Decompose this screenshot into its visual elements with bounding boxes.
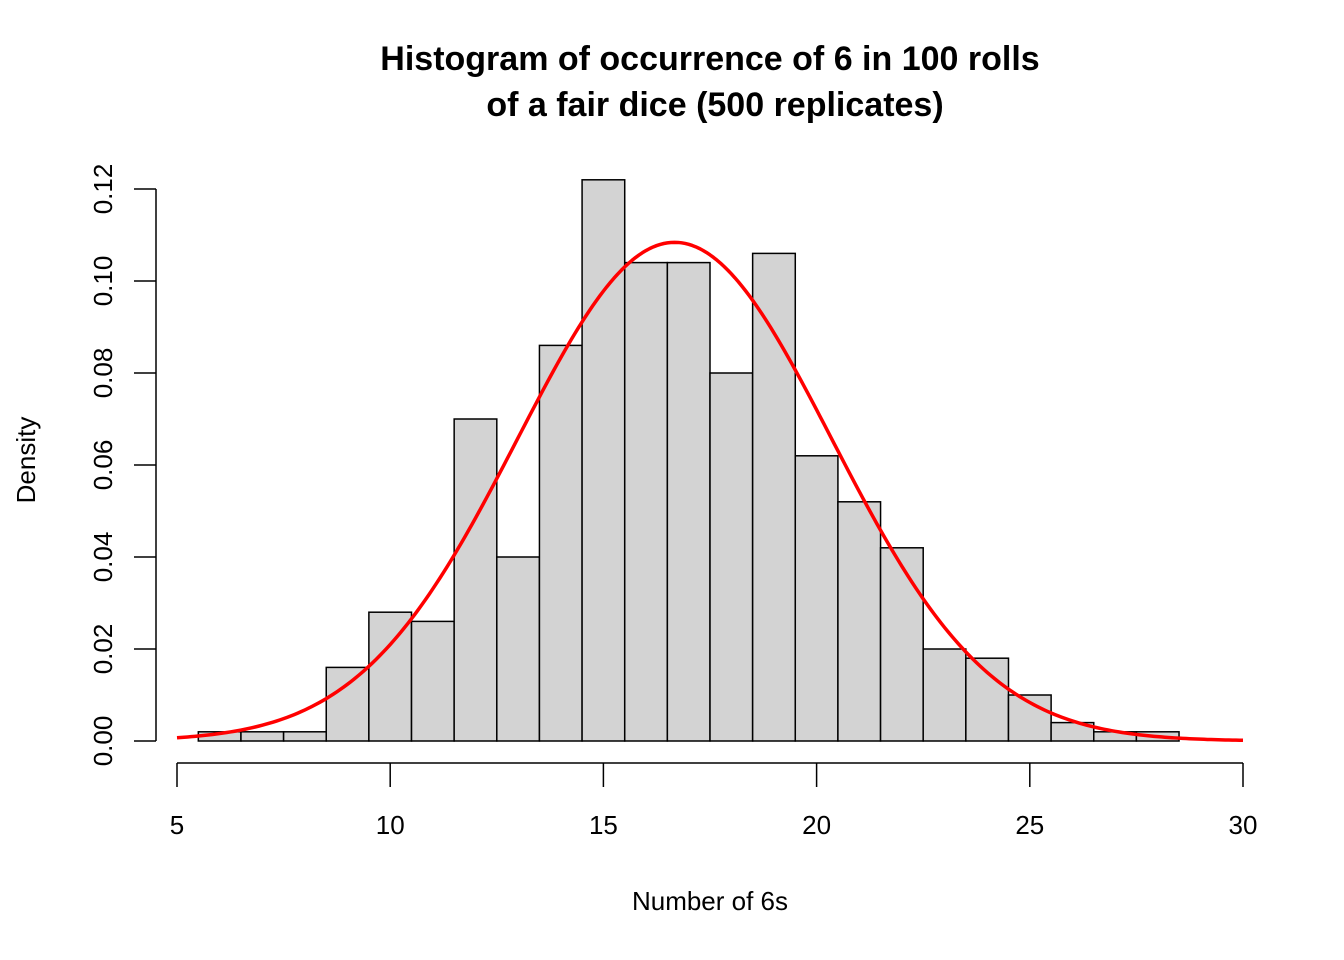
y-tick-label: 0.04 bbox=[88, 532, 118, 583]
y-tick-label: 0.08 bbox=[88, 348, 118, 399]
histogram-bar-4 bbox=[368, 611, 413, 742]
histogram-bar-3 bbox=[325, 666, 370, 742]
chart-title-line2: of a fair dice (500 replicates) bbox=[486, 86, 943, 124]
x-tick-label: 20 bbox=[802, 810, 831, 840]
histogram-bar-12 bbox=[709, 372, 754, 742]
histogram-bar-16 bbox=[879, 547, 924, 742]
histogram-bar-9 bbox=[581, 179, 626, 742]
histogram-bar-2 bbox=[282, 731, 327, 742]
chart-title-line1: Histogram of occurrence of 6 in 100 roll… bbox=[380, 40, 1039, 78]
y-tick-label: 0.12 bbox=[88, 164, 118, 215]
histogram-bar-7 bbox=[496, 556, 541, 742]
x-tick-label: 15 bbox=[589, 810, 618, 840]
x-axis-label: Number of 6s bbox=[632, 886, 788, 916]
y-axis: 0.00 0.02 0.04 0.06 0.08 0.10 0.12 bbox=[88, 164, 157, 767]
y-tick-label: 0.00 bbox=[88, 716, 118, 767]
histogram-bar-5 bbox=[410, 620, 455, 742]
histogram-bar-17 bbox=[922, 648, 967, 742]
histogram-bar-13 bbox=[751, 252, 797, 742]
x-tick-label: 5 bbox=[170, 810, 184, 840]
x-tick-label: 10 bbox=[376, 810, 405, 840]
histogram-bar-11 bbox=[666, 261, 711, 742]
histogram-bar-19 bbox=[1007, 694, 1052, 742]
histogram-bar-10 bbox=[623, 261, 669, 742]
x-tick-label: 25 bbox=[1015, 810, 1044, 840]
y-tick-label: 0.02 bbox=[88, 624, 118, 675]
x-tick-label: 30 bbox=[1229, 810, 1258, 840]
normal-density-curve bbox=[176, 240, 1244, 743]
histogram-bar-8 bbox=[538, 344, 583, 742]
histogram-bar-14 bbox=[794, 455, 839, 742]
y-tick-label: 0.06 bbox=[88, 440, 118, 491]
histogram-bar-6 bbox=[453, 418, 498, 742]
histogram-bar-1 bbox=[240, 731, 285, 742]
histogram-bar-15 bbox=[837, 501, 882, 742]
y-axis-label: Density bbox=[11, 417, 41, 504]
histogram-bars bbox=[197, 179, 1180, 742]
x-axis: 5 10 15 20 25 30 bbox=[170, 762, 1258, 840]
y-tick-label: 0.10 bbox=[88, 256, 118, 307]
